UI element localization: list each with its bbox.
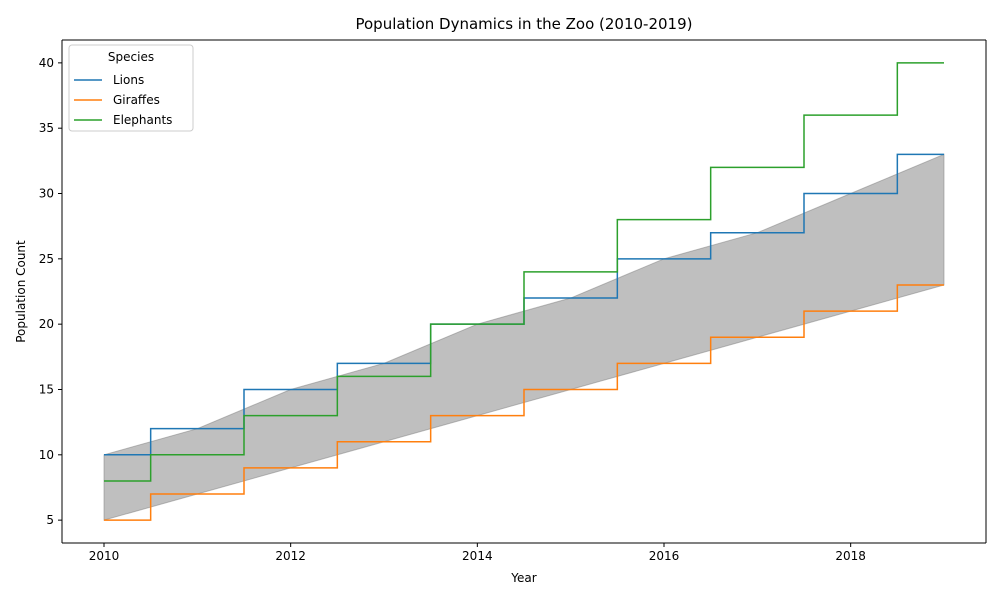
x-tick-label: 2010	[89, 549, 120, 563]
y-tick-label: 30	[39, 187, 54, 201]
legend-label-lions: Lions	[113, 73, 144, 87]
legend-entries: Lions Giraffes Elephants	[74, 73, 172, 127]
legend-label-elephants: Elephants	[113, 113, 172, 127]
y-tick-label: 20	[39, 317, 54, 331]
legend: Species Lions Giraffes Elephants	[68, 44, 194, 132]
x-tick-label: 2014	[462, 549, 493, 563]
y-tick-label: 15	[39, 382, 54, 396]
y-tick-label: 35	[39, 121, 54, 135]
x-tick-label: 2018	[835, 549, 866, 563]
legend-title: Species	[108, 50, 154, 64]
y-tick-label: 40	[39, 56, 54, 70]
x-tick-label: 2012	[275, 549, 306, 563]
y-tick-label: 10	[39, 448, 54, 462]
legend-label-giraffes: Giraffes	[113, 93, 160, 107]
series-line-giraffes	[104, 284, 944, 521]
x-axis-label: Year	[510, 571, 536, 585]
axes-layer: 2010 2012 2014 2016 2018 5 10 15 20 25 30 35 40	[39, 39, 987, 563]
y-axis-label: Population Count	[14, 240, 28, 343]
series-line-elephants	[104, 62, 944, 482]
x-tick-label: 2016	[649, 549, 680, 563]
series-layer	[104, 62, 944, 521]
y-tick-label: 5	[46, 513, 54, 527]
y-tick-label: 25	[39, 252, 54, 266]
chart-title: Population Dynamics in the Zoo (2010-201…	[355, 15, 692, 33]
legend-box	[68, 44, 194, 132]
